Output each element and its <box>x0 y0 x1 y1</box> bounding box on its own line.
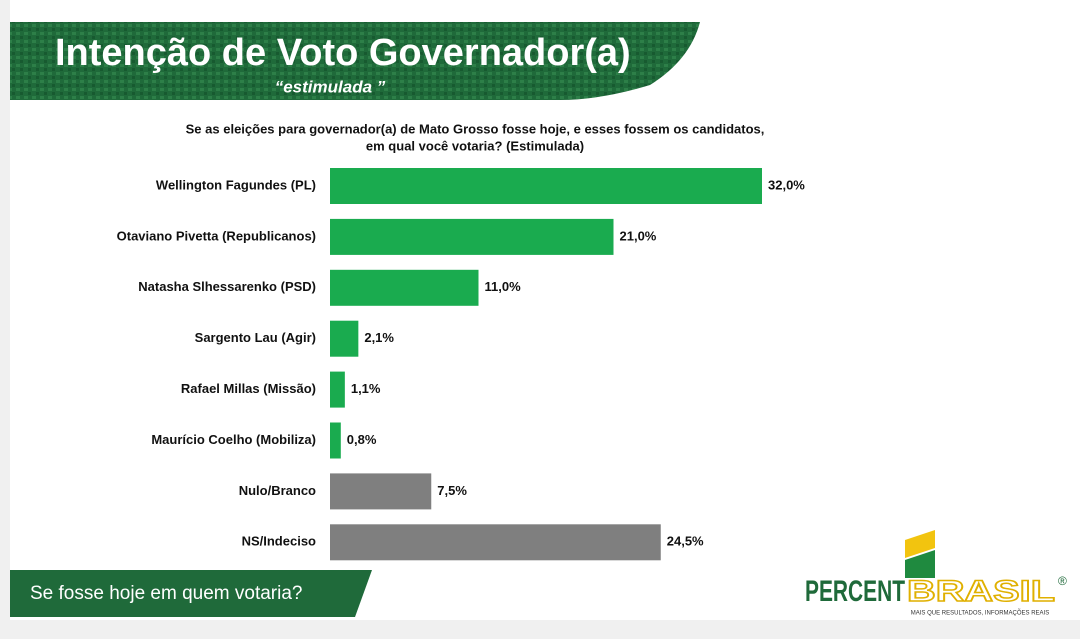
footer-text: Se fosse hoje em quem votaria? <box>30 583 303 604</box>
value-label: 2,1% <box>364 330 394 345</box>
logo-part2: BRASIL <box>907 575 1055 608</box>
bar <box>330 320 359 357</box>
logo-part1: PERCENT <box>805 575 905 608</box>
value-label: 32,0% <box>768 177 805 192</box>
category-label: Rafael Millas (Missão) <box>181 381 316 396</box>
bar <box>330 422 341 459</box>
value-label: 11,0% <box>485 279 522 294</box>
bar <box>330 524 661 561</box>
value-label: 0,8% <box>347 432 377 447</box>
question: em qual você votaria? (Estimulada) <box>366 138 584 153</box>
bar <box>330 218 614 255</box>
logo-tagline: MAIS QUE RESULTADOS, INFORMAÇÕES REAIS <box>911 610 1049 617</box>
category-label: Otaviano Pivetta (Republicanos) <box>117 228 316 243</box>
value-label: 1,1% <box>351 381 381 396</box>
slide-background <box>10 0 1080 620</box>
value-label: 21,0% <box>620 228 657 243</box>
bar <box>330 269 479 306</box>
category-label: NS/Indeciso <box>242 534 316 549</box>
footer-band <box>10 570 372 617</box>
category-label: Natasha Slhessarenko (PSD) <box>138 279 316 294</box>
category-label: Sargento Lau (Agir) <box>195 330 316 345</box>
category-label: Wellington Fagundes (PL) <box>156 177 316 192</box>
bar <box>330 473 432 510</box>
bar <box>330 168 762 204</box>
logo-icon <box>905 530 935 558</box>
category-label: Maurício Coelho (Mobiliza) <box>151 432 316 447</box>
value-label: 24,5% <box>667 534 704 549</box>
question: Se as eleições para governador(a) de Mat… <box>186 121 765 136</box>
bar <box>330 371 345 408</box>
header-band <box>10 22 700 100</box>
category-label: Nulo/Branco <box>239 483 316 498</box>
value-label: 7,5% <box>437 483 467 498</box>
logo-icon <box>905 550 935 578</box>
subtitle: “estimulada ” <box>275 77 386 96</box>
logo-mark: ® <box>1058 574 1067 588</box>
title: Intenção de Voto Governador(a) <box>55 32 631 74</box>
